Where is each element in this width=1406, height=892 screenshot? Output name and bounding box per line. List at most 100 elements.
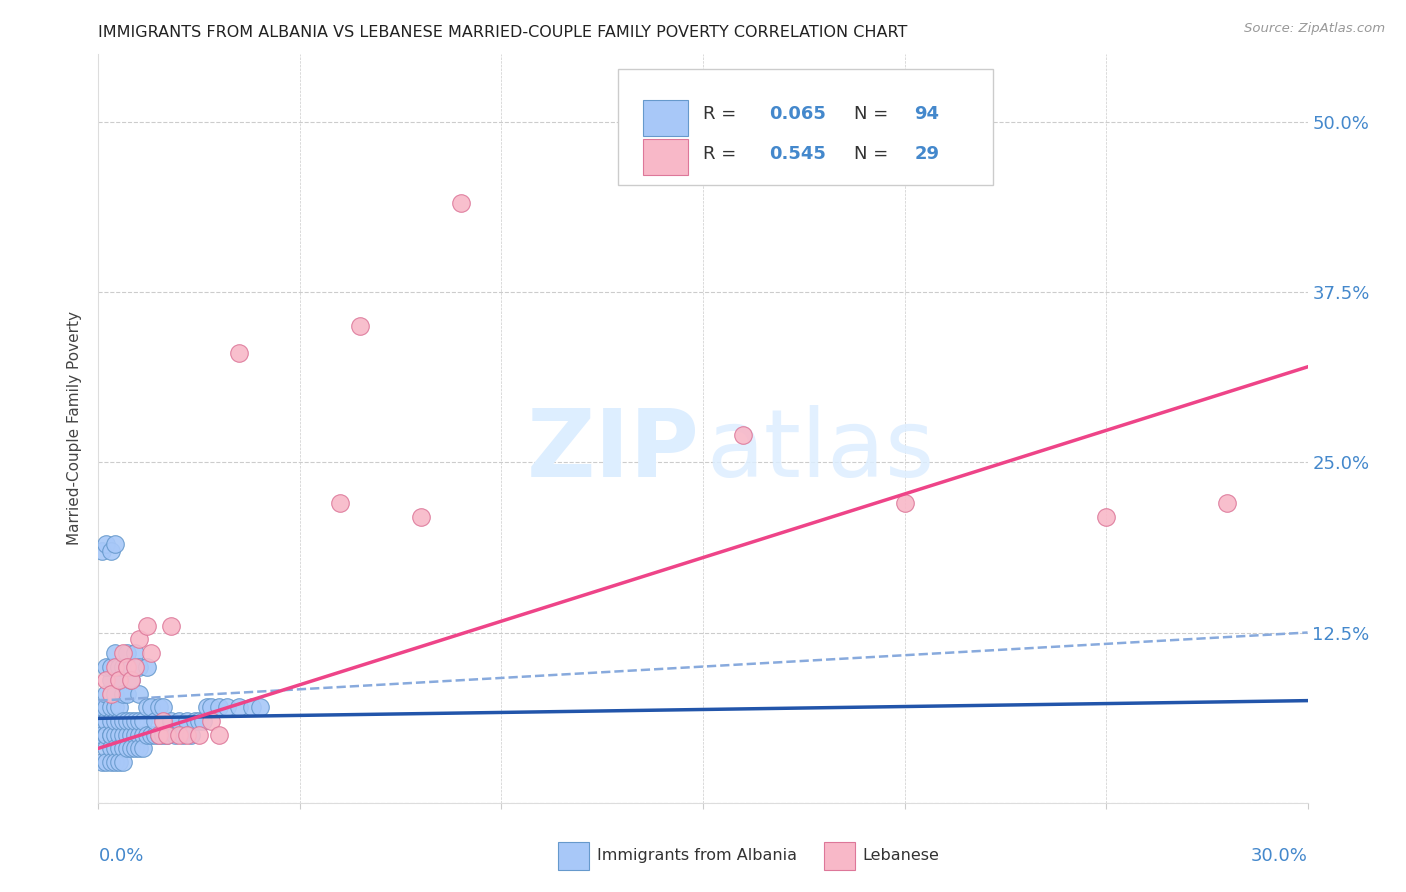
Point (103, 728, 125, 742)
Text: ZIP: ZIP (526, 405, 699, 497)
Point (111, 659, 134, 673)
Point (96, 687, 118, 701)
Text: IMMIGRANTS FROM ALBANIA VS LEBANESE MARRIED-COUPLE FAMILY POVERTY CORRELATION CH: IMMIGRANTS FROM ALBANIA VS LEBANESE MARR… (98, 25, 908, 40)
Point (139, 646, 162, 660)
Text: R =: R = (703, 104, 742, 122)
Point (200, 700, 222, 714)
Point (143, 714, 166, 728)
Point (111, 714, 134, 728)
Point (91, 543, 114, 558)
Point (100, 543, 122, 558)
Point (409, 509, 432, 524)
Point (135, 659, 157, 673)
Text: Lebanese: Lebanese (863, 848, 939, 863)
Point (96, 755, 118, 769)
Point (160, 618, 183, 632)
Text: Source: ZipAtlas.com: Source: ZipAtlas.com (1244, 22, 1385, 36)
Point (96, 537, 118, 551)
Point (100, 659, 122, 673)
Point (249, 700, 271, 714)
Point (115, 728, 138, 742)
FancyBboxPatch shape (643, 100, 689, 136)
Point (132, 741, 155, 756)
Point (124, 741, 146, 756)
Point (156, 728, 179, 742)
Point (115, 646, 138, 660)
Text: 29: 29 (915, 145, 939, 162)
FancyBboxPatch shape (824, 842, 855, 871)
Point (152, 728, 174, 742)
Text: 0.065: 0.065 (769, 104, 827, 122)
Point (115, 741, 138, 756)
Point (124, 659, 146, 673)
Point (120, 714, 142, 728)
Point (188, 728, 211, 742)
Point (120, 673, 142, 688)
Point (450, 196, 472, 211)
Point (103, 755, 125, 769)
Point (96, 659, 118, 673)
Point (96, 728, 118, 742)
Point (100, 755, 122, 769)
Point (135, 618, 157, 632)
Point (103, 700, 125, 714)
Point (1095, 509, 1118, 524)
Point (172, 728, 194, 742)
Point (91, 714, 114, 728)
FancyBboxPatch shape (558, 842, 589, 871)
Point (160, 714, 183, 728)
Point (111, 728, 134, 742)
Point (111, 741, 134, 756)
Point (167, 728, 190, 742)
Point (120, 741, 142, 756)
Point (200, 714, 222, 728)
Point (115, 687, 138, 701)
Point (107, 714, 129, 728)
Point (132, 714, 155, 728)
Point (329, 496, 352, 510)
Point (100, 673, 122, 688)
Point (195, 700, 218, 714)
Point (111, 687, 134, 701)
Point (217, 700, 239, 714)
Point (107, 659, 129, 673)
Point (96, 673, 118, 688)
Text: N =: N = (855, 145, 894, 162)
Point (100, 714, 122, 728)
Point (152, 700, 174, 714)
Text: N =: N = (855, 104, 894, 122)
Point (107, 673, 129, 688)
Point (128, 632, 150, 647)
Point (128, 714, 150, 728)
Y-axis label: Married-Couple Family Poverty: Married-Couple Family Poverty (67, 311, 83, 545)
Point (152, 714, 174, 728)
Point (120, 659, 142, 673)
Point (167, 714, 190, 728)
Point (240, 700, 263, 714)
Point (107, 728, 129, 742)
FancyBboxPatch shape (643, 139, 689, 175)
Point (176, 714, 198, 728)
Point (103, 537, 125, 551)
Point (128, 659, 150, 673)
Point (893, 496, 915, 510)
Point (128, 728, 150, 742)
Point (135, 728, 157, 742)
Point (103, 741, 125, 756)
FancyBboxPatch shape (619, 69, 993, 185)
Point (228, 346, 250, 360)
Point (111, 646, 134, 660)
Point (120, 673, 142, 688)
Point (208, 700, 231, 714)
Point (103, 659, 125, 673)
Point (91, 700, 114, 714)
Text: atlas: atlas (707, 405, 935, 497)
Point (100, 700, 122, 714)
Point (135, 700, 157, 714)
Point (96, 714, 118, 728)
Point (228, 700, 250, 714)
Text: 94: 94 (915, 104, 939, 122)
Point (124, 728, 146, 742)
Point (91, 755, 114, 769)
Point (103, 687, 125, 701)
